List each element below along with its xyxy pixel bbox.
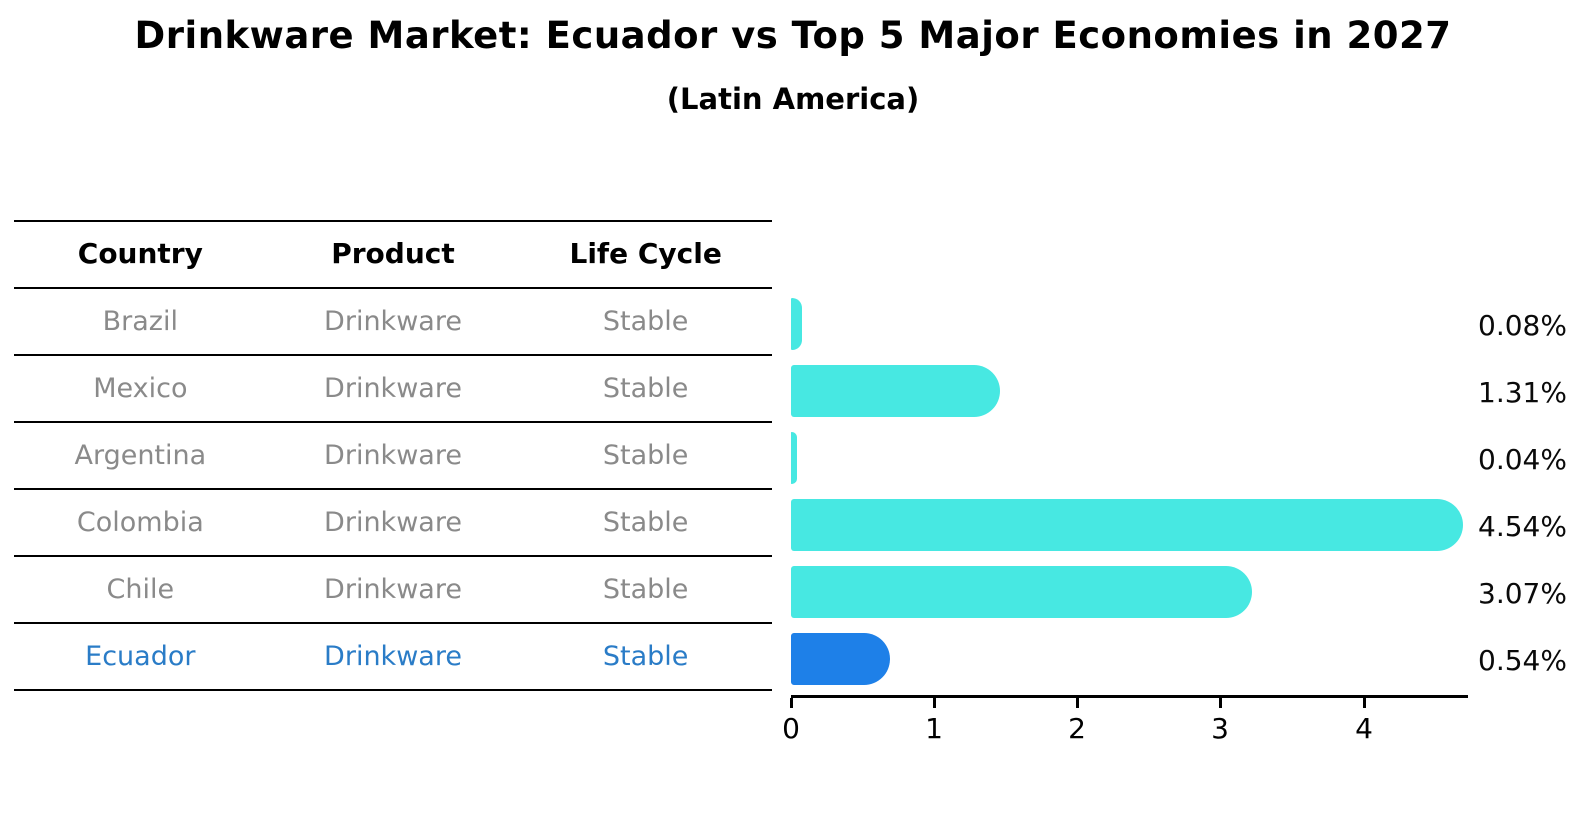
x-tick-label: 0	[782, 712, 800, 745]
cell-lifecycle: Stable	[602, 439, 689, 471]
bar-row	[791, 556, 1468, 623]
cell-lifecycle: Stable	[602, 640, 689, 672]
column-header-lifecycle: Life Cycle	[569, 237, 722, 271]
cell-lifecycle: Stable	[602, 573, 689, 605]
cell-country: Chile	[106, 573, 175, 605]
data-table: Country Product Life Cycle Brazil Drinkw…	[14, 220, 772, 691]
chart-subtitle: (Latin America)	[666, 82, 920, 116]
bar-argentina	[791, 432, 797, 484]
bar-chile	[791, 566, 1252, 618]
bar-row	[791, 489, 1468, 556]
value-label-ecuador: 0.54%	[1478, 644, 1567, 677]
value-label-argentina: 0.04%	[1478, 443, 1567, 476]
x-tick-mark	[1218, 698, 1222, 708]
cell-product: Drinkware	[324, 439, 462, 471]
table-row-ecuador: Ecuador Drinkware Stable	[14, 624, 772, 691]
bar-row	[791, 623, 1468, 690]
table-header-row: Country Product Life Cycle	[14, 222, 772, 289]
bar-row	[791, 422, 1468, 489]
table-row-mexico: Mexico Drinkware Stable	[14, 356, 772, 423]
bar-ecuador-highlighted	[791, 633, 890, 685]
cell-product: Drinkware	[324, 640, 462, 672]
bar-mexico	[791, 365, 1000, 417]
x-axis: 0 1 2 3 4	[782, 695, 1468, 755]
bar-row	[791, 288, 1468, 355]
x-tick-label: 3	[1211, 712, 1229, 745]
x-axis-line	[791, 695, 1468, 698]
bar-brazil	[791, 298, 802, 350]
x-tick-mark	[789, 698, 793, 708]
bar-row	[791, 355, 1468, 422]
x-tick-label: 2	[1068, 712, 1086, 745]
x-tick-mark	[1362, 698, 1366, 708]
table-row-argentina: Argentina Drinkware Stable	[14, 423, 772, 490]
table-row-colombia: Colombia Drinkware Stable	[14, 490, 772, 557]
value-label-chile: 3.07%	[1478, 577, 1567, 610]
cell-country: Brazil	[102, 305, 178, 337]
column-header-product: Product	[331, 237, 455, 271]
cell-lifecycle: Stable	[602, 305, 689, 337]
cell-country: Mexico	[93, 372, 188, 404]
table-row-chile: Chile Drinkware Stable	[14, 557, 772, 624]
cell-country: Ecuador	[85, 640, 196, 672]
x-tick-label: 1	[925, 712, 943, 745]
cell-country: Colombia	[76, 506, 204, 538]
x-tick-label: 4	[1355, 712, 1373, 745]
value-label-brazil: 0.08%	[1478, 309, 1567, 342]
bar-colombia	[791, 499, 1463, 551]
cell-lifecycle: Stable	[602, 372, 689, 404]
table-row-brazil: Brazil Drinkware Stable	[14, 289, 772, 356]
cell-country: Argentina	[74, 439, 207, 471]
cell-product: Drinkware	[324, 506, 462, 538]
cell-product: Drinkware	[324, 372, 462, 404]
column-header-country: Country	[77, 237, 203, 271]
value-labels: 0.08% 1.31% 0.04% 4.54% 3.07% 0.54%	[1478, 288, 1582, 690]
bar-chart	[791, 288, 1468, 690]
x-tick-mark	[932, 698, 936, 708]
value-label-colombia: 4.54%	[1478, 510, 1567, 543]
value-label-mexico: 1.31%	[1478, 376, 1567, 409]
x-tick-mark	[1075, 698, 1079, 708]
cell-product: Drinkware	[324, 573, 462, 605]
cell-lifecycle: Stable	[602, 506, 689, 538]
chart-title: Drinkware Market: Ecuador vs Top 5 Major…	[134, 14, 1452, 57]
cell-product: Drinkware	[324, 305, 462, 337]
